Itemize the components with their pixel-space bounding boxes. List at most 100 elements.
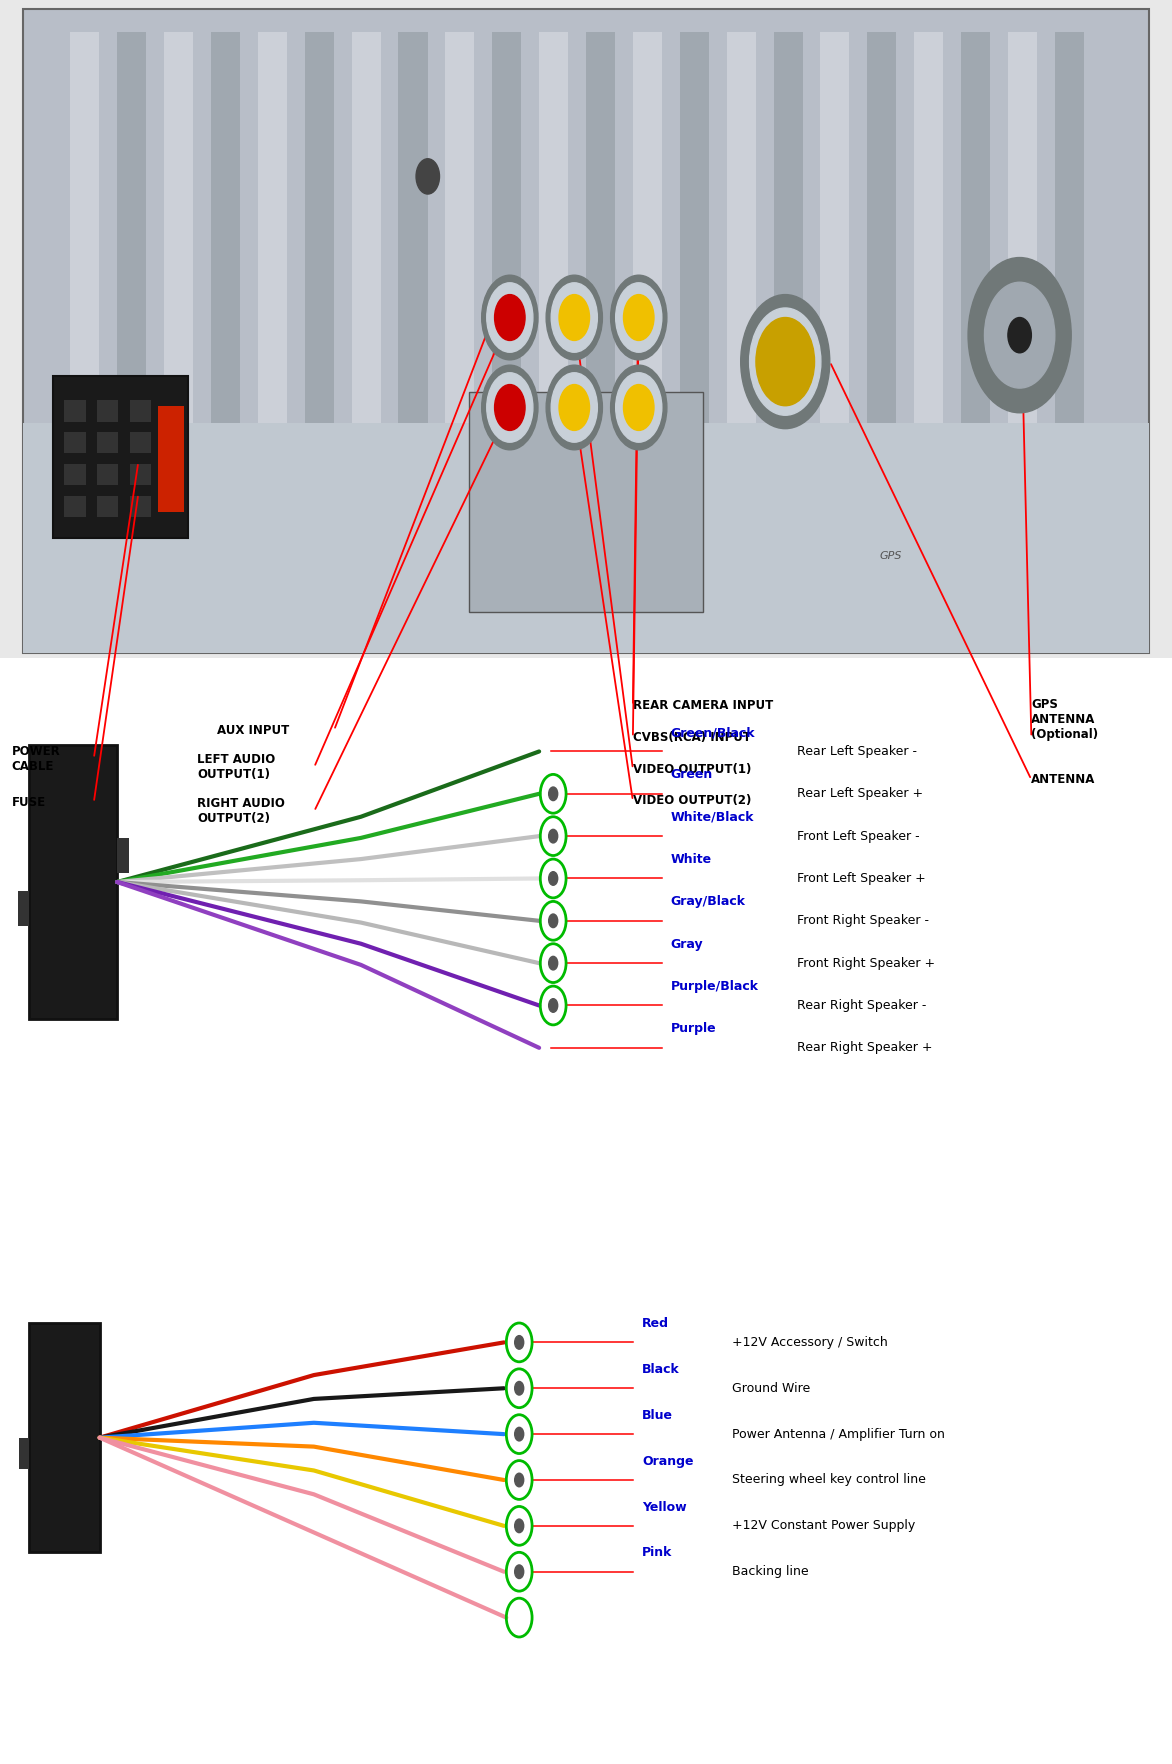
FancyBboxPatch shape <box>64 432 86 453</box>
Circle shape <box>515 1335 524 1349</box>
Text: Green: Green <box>670 769 713 781</box>
Circle shape <box>495 295 525 340</box>
FancyBboxPatch shape <box>867 32 897 640</box>
Circle shape <box>486 282 533 353</box>
Text: Rear Right Speaker +: Rear Right Speaker + <box>797 1041 933 1055</box>
FancyBboxPatch shape <box>19 1438 29 1469</box>
Circle shape <box>624 295 654 340</box>
Text: Orange: Orange <box>642 1455 694 1468</box>
FancyBboxPatch shape <box>961 32 990 640</box>
FancyBboxPatch shape <box>727 32 756 640</box>
Text: White: White <box>670 854 711 866</box>
FancyBboxPatch shape <box>774 32 803 640</box>
FancyBboxPatch shape <box>130 464 151 485</box>
FancyBboxPatch shape <box>0 662 1172 1094</box>
FancyBboxPatch shape <box>18 891 29 926</box>
FancyBboxPatch shape <box>633 32 662 640</box>
Circle shape <box>515 1381 524 1395</box>
Text: Steering wheel key control line: Steering wheel key control line <box>732 1473 926 1487</box>
Text: Backing line: Backing line <box>732 1565 809 1579</box>
Text: GPS: GPS <box>879 550 902 561</box>
Circle shape <box>548 956 558 970</box>
Circle shape <box>756 318 815 406</box>
Circle shape <box>548 914 558 928</box>
Circle shape <box>615 372 662 443</box>
FancyBboxPatch shape <box>130 432 151 453</box>
Text: CVBS(RCA) INPUT: CVBS(RCA) INPUT <box>633 730 751 744</box>
Text: Rear Left Speaker +: Rear Left Speaker + <box>797 787 924 801</box>
Circle shape <box>750 309 820 415</box>
FancyBboxPatch shape <box>97 432 118 453</box>
FancyBboxPatch shape <box>97 496 118 517</box>
Circle shape <box>515 1473 524 1487</box>
Text: REAR CAMERA INPUT: REAR CAMERA INPUT <box>633 699 774 713</box>
Circle shape <box>482 365 538 450</box>
FancyBboxPatch shape <box>539 32 568 640</box>
FancyBboxPatch shape <box>820 32 850 640</box>
Text: Gray/Black: Gray/Black <box>670 896 745 908</box>
Circle shape <box>515 1519 524 1533</box>
FancyBboxPatch shape <box>352 32 381 640</box>
Circle shape <box>482 275 538 360</box>
Text: Pink: Pink <box>642 1547 673 1559</box>
FancyBboxPatch shape <box>158 406 184 512</box>
FancyBboxPatch shape <box>469 392 703 612</box>
FancyBboxPatch shape <box>64 464 86 485</box>
Text: Red: Red <box>642 1318 669 1330</box>
Text: Black: Black <box>642 1364 680 1376</box>
Text: VIDEO OUTPUT(2): VIDEO OUTPUT(2) <box>633 794 751 808</box>
Circle shape <box>548 871 558 886</box>
Text: Rear Right Speaker -: Rear Right Speaker - <box>797 998 926 1013</box>
Circle shape <box>551 282 598 353</box>
FancyBboxPatch shape <box>29 744 117 1020</box>
Circle shape <box>546 365 602 450</box>
Circle shape <box>486 372 533 443</box>
Text: Ground Wire: Ground Wire <box>732 1381 811 1395</box>
Circle shape <box>546 275 602 360</box>
FancyBboxPatch shape <box>70 32 100 640</box>
Circle shape <box>741 295 830 429</box>
Circle shape <box>515 1565 524 1579</box>
FancyBboxPatch shape <box>1008 32 1037 640</box>
Circle shape <box>968 258 1071 413</box>
Circle shape <box>611 275 667 360</box>
FancyBboxPatch shape <box>70 632 1102 653</box>
Circle shape <box>515 1427 524 1441</box>
Text: +12V Accessory / Switch: +12V Accessory / Switch <box>732 1335 888 1349</box>
Text: Power Antenna / Amplifier Turn on: Power Antenna / Amplifier Turn on <box>732 1427 946 1441</box>
Circle shape <box>559 295 590 340</box>
FancyBboxPatch shape <box>97 464 118 485</box>
Text: FUSE: FUSE <box>12 796 46 810</box>
Circle shape <box>495 385 525 430</box>
Circle shape <box>559 385 590 430</box>
FancyBboxPatch shape <box>117 838 129 873</box>
Text: RIGHT AUDIO
OUTPUT(2): RIGHT AUDIO OUTPUT(2) <box>197 797 285 826</box>
FancyBboxPatch shape <box>164 32 193 640</box>
Text: GPS
ANTENNA
(Optional): GPS ANTENNA (Optional) <box>1031 699 1098 741</box>
Circle shape <box>615 282 662 353</box>
FancyBboxPatch shape <box>97 400 118 422</box>
FancyBboxPatch shape <box>680 32 709 640</box>
FancyBboxPatch shape <box>1055 32 1084 640</box>
Circle shape <box>416 159 440 194</box>
Text: Front Left Speaker +: Front Left Speaker + <box>797 871 926 886</box>
Circle shape <box>548 829 558 843</box>
Text: POWER
CABLE: POWER CABLE <box>12 744 61 773</box>
Text: Rear Left Speaker -: Rear Left Speaker - <box>797 744 917 759</box>
Text: Gray: Gray <box>670 938 703 951</box>
FancyBboxPatch shape <box>398 32 428 640</box>
FancyBboxPatch shape <box>258 32 287 640</box>
FancyBboxPatch shape <box>23 423 1149 653</box>
FancyBboxPatch shape <box>64 400 86 422</box>
FancyBboxPatch shape <box>53 376 188 538</box>
Circle shape <box>984 282 1055 388</box>
Text: Purple/Black: Purple/Black <box>670 981 758 993</box>
FancyBboxPatch shape <box>0 1094 1172 1764</box>
FancyBboxPatch shape <box>445 32 475 640</box>
Text: White/Black: White/Black <box>670 811 754 824</box>
Text: Yellow: Yellow <box>642 1501 687 1514</box>
Text: Green/Black: Green/Black <box>670 727 755 739</box>
Circle shape <box>548 787 558 801</box>
FancyBboxPatch shape <box>0 0 1172 662</box>
FancyBboxPatch shape <box>586 32 615 640</box>
